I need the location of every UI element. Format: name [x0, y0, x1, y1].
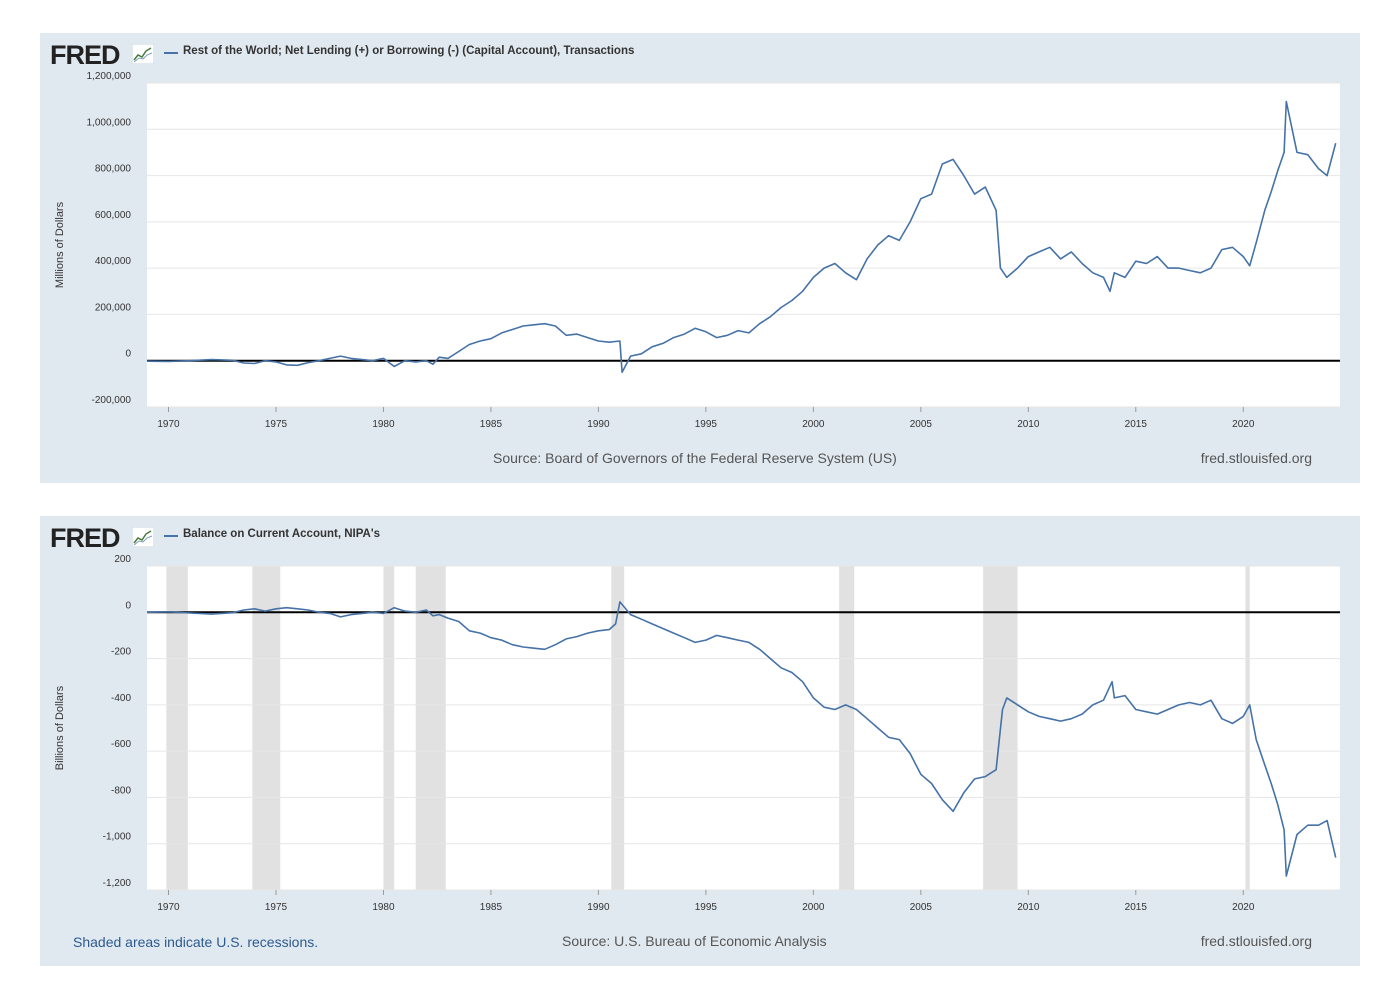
y-tick-label: 0: [125, 600, 131, 611]
x-tick-label: 2005: [910, 902, 933, 913]
series-title-link[interactable]: Balance on Current Account, NIPA's: [183, 528, 380, 540]
x-tick-label: 2005: [910, 419, 933, 430]
recession-band: [415, 566, 446, 890]
y-tick-label: -200,000: [92, 395, 132, 406]
y-tick-label: 600,000: [95, 210, 132, 221]
chart-2-svg: -1,200 -1,000 -800 -600 -400 -200 0 200 1970 1975…: [54, 554, 1340, 913]
y-axis-title: Millions of Dollars: [54, 201, 66, 288]
y-tick-label: -200: [111, 647, 131, 658]
source-text: Source: U.S. Bureau of Economic Analysis: [562, 933, 827, 949]
fred-logo[interactable]: FRED: [50, 523, 120, 553]
x-tick-label: 2015: [1125, 419, 1148, 430]
source-text: Source: Board of Governors of the Federa…: [493, 450, 897, 466]
x-tick-label: 1970: [157, 419, 180, 430]
chart-1-svg: -200,000 0 200,000 400,000 600,000 800,000 1,0…: [54, 71, 1340, 430]
x-tick-label: 2000: [802, 902, 825, 913]
x-tick-label: 1980: [372, 419, 395, 430]
site-link[interactable]: fred.stlouisfed.org: [1200, 933, 1312, 949]
y-tick-label: -1,000: [103, 832, 132, 843]
y-tick-label: -1,200: [103, 878, 132, 889]
recession-note: Shaded areas indicate U.S. recessions.: [73, 934, 319, 950]
x-tick-label: 1995: [695, 902, 718, 913]
recession-band: [839, 566, 855, 890]
series-title-link[interactable]: Rest of the World; Net Lending (+) or Bo…: [183, 45, 635, 57]
chart-panel-2: -1,200 -1,000 -800 -600 -400 -200 0 200 1970 1975…: [40, 516, 1360, 966]
x-tick-label: 1975: [265, 419, 288, 430]
fred-logo[interactable]: FRED: [50, 40, 120, 70]
x-tick-label: 2015: [1125, 902, 1148, 913]
y-tick-label: 200,000: [95, 302, 132, 313]
y-tick-label: 1,200,000: [87, 71, 132, 82]
recession-band: [383, 566, 395, 890]
x-tick-label: 1975: [265, 902, 288, 913]
y-tick-label: -400: [111, 693, 131, 704]
y-tick-label: 0: [125, 349, 131, 360]
fred-graph-icon: [132, 527, 154, 547]
x-tick-label: 2000: [802, 419, 825, 430]
x-tick-label: 1990: [587, 902, 610, 913]
plot-area: [147, 83, 1340, 407]
x-tick-label: 1995: [695, 419, 718, 430]
recession-band: [611, 566, 625, 890]
recession-band: [1245, 566, 1250, 890]
x-tick-label: 1990: [587, 419, 610, 430]
y-tick-label: 200: [114, 554, 131, 565]
plot-area: [147, 566, 1340, 890]
series-line: [146, 100, 1337, 374]
y-axis-title: Billions of Dollars: [54, 685, 66, 770]
y-tick-label: 400,000: [95, 256, 132, 267]
x-tick-label: 2020: [1232, 419, 1255, 430]
y-tick-label: -800: [111, 785, 131, 796]
chart-panel-1: -200,000 0 200,000 400,000 600,000 800,000 1,0…: [40, 33, 1360, 483]
x-tick-label: 1980: [372, 902, 395, 913]
fred-graph-icon: [132, 44, 154, 64]
series-line: [146, 601, 1337, 877]
legend-swatch: [164, 52, 178, 54]
x-tick-label: 1985: [480, 902, 503, 913]
site-link[interactable]: fred.stlouisfed.org: [1200, 450, 1312, 466]
legend-swatch: [164, 535, 178, 537]
y-tick-label: 800,000: [95, 164, 132, 175]
recession-band: [252, 566, 281, 890]
y-tick-label: -600: [111, 739, 131, 750]
x-tick-label: 2010: [1017, 902, 1040, 913]
x-tick-label: 1985: [480, 419, 503, 430]
x-tick-label: 1970: [157, 902, 180, 913]
y-tick-label: 1,000,000: [87, 117, 132, 128]
x-tick-label: 2010: [1017, 419, 1040, 430]
recession-band: [166, 566, 188, 890]
x-tick-label: 2020: [1232, 902, 1255, 913]
